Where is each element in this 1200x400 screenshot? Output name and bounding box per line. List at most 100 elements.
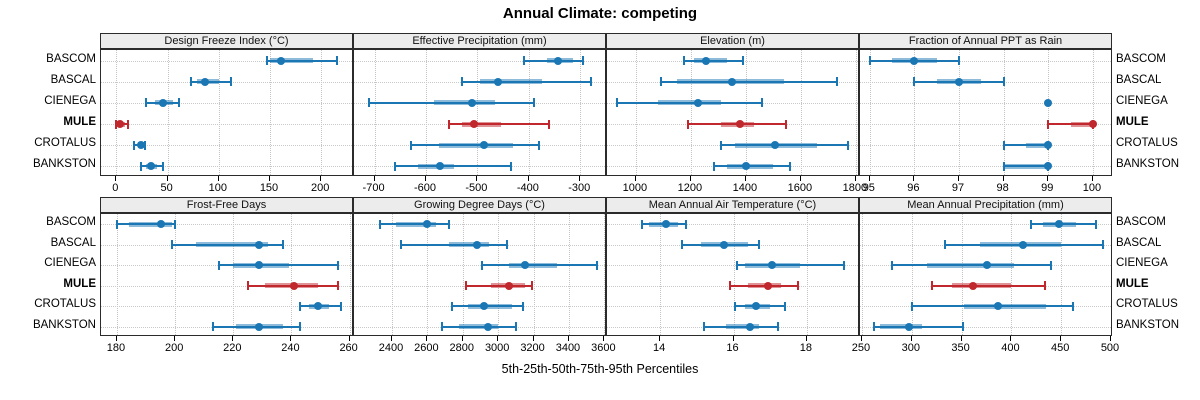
median-dot — [1044, 141, 1053, 150]
panel-title: Elevation (m) — [700, 35, 765, 47]
gridline-horizontal — [607, 265, 858, 267]
station-label-left-bankston: BANKSTON — [32, 318, 96, 331]
axis-tick-label: 2400 — [378, 342, 404, 354]
whisker-cap-low — [145, 98, 148, 108]
gridline-vertical — [580, 50, 582, 175]
axis-tick — [732, 336, 734, 341]
median-dot — [741, 162, 750, 171]
gridline-vertical — [861, 214, 863, 335]
gridline-vertical — [806, 214, 808, 335]
axis-tick-label: 0 — [112, 182, 119, 194]
panel-fraction-of-annual-ppt-as-rain — [859, 49, 1112, 176]
gridline-horizontal — [101, 285, 352, 287]
axis-tick — [689, 176, 691, 181]
axis-tick-label: 450 — [1051, 342, 1070, 354]
chart-title: Annual Climate: competing — [502, 5, 698, 22]
whisker-cap-low — [115, 219, 118, 229]
axis-tick-label: 200 — [164, 342, 184, 354]
axis-tick-label: 180 — [106, 342, 126, 354]
whisker-cap-high — [758, 240, 761, 250]
median-dot — [423, 220, 432, 229]
gridline-vertical — [528, 50, 530, 175]
axis-tick — [958, 176, 960, 181]
median-dot — [764, 281, 773, 290]
whisker-cap-low — [930, 281, 933, 291]
axis-tick — [1110, 336, 1111, 341]
gridline-vertical — [270, 50, 271, 175]
whisker-cap-high — [174, 219, 177, 229]
axis-tick — [603, 336, 605, 341]
axis-tick-label: 1400 — [732, 182, 758, 194]
gridline-vertical — [604, 214, 605, 335]
axis-tick-label: 96 — [907, 182, 920, 194]
station-label-left-bascal: BASCAL — [50, 73, 96, 86]
median-dot — [201, 77, 210, 86]
whisker-cap-high — [530, 281, 533, 291]
gridline-vertical — [167, 50, 169, 175]
median-dot — [493, 77, 502, 86]
panel-title: Effective Precipitation (mm) — [412, 35, 547, 47]
whisker-cap-high — [514, 322, 517, 332]
whisker-cap-high — [958, 56, 961, 66]
gridline-horizontal — [860, 326, 1111, 328]
axis-tick-label: 100 — [1082, 182, 1102, 194]
gridline-vertical — [374, 50, 376, 175]
axis-tick — [854, 176, 856, 181]
whisker-cap-low — [943, 240, 946, 250]
gridline-vertical — [392, 214, 394, 335]
axis-tick-label: 95 — [862, 182, 875, 194]
gridline-horizontal — [101, 60, 352, 62]
axis-tick-label: 350 — [951, 342, 970, 354]
station-label-left-bascom: BASCOM — [46, 52, 96, 65]
axis-tick — [174, 336, 176, 341]
gridline-horizontal — [354, 224, 605, 226]
axis-tick-label: 50 — [160, 182, 173, 194]
axis-tick — [1091, 176, 1093, 181]
median-dot — [1019, 240, 1028, 249]
whisker-cap-low — [910, 301, 913, 311]
station-label-left-bascal: BASCAL — [50, 236, 96, 249]
gridline-vertical — [855, 50, 857, 175]
station-label-right-crotalus: CROTALUS — [1116, 137, 1178, 150]
gridline-vertical — [233, 214, 235, 335]
iqr-bar — [508, 262, 557, 268]
whisker-cap-low — [1030, 219, 1033, 229]
gridline-horizontal — [860, 224, 1111, 226]
whisker-cap-low — [399, 240, 402, 250]
axis-tick-label: 97 — [951, 182, 965, 194]
axis-tick-label: 98 — [996, 182, 1009, 194]
whisker-cap-low — [246, 281, 249, 291]
whisker-cap-high — [842, 260, 845, 270]
gridline-vertical — [533, 214, 535, 335]
axis-tick — [860, 336, 862, 341]
whisker-cap-low — [868, 56, 871, 66]
axis-tick-label: 18 — [799, 342, 812, 354]
panel-frost-free-days — [100, 213, 353, 336]
axis-tick-label: 100 — [208, 182, 227, 194]
median-dot — [910, 56, 919, 65]
gridline-vertical — [349, 214, 351, 335]
whisker-cap-high — [548, 119, 551, 129]
gridline-horizontal — [101, 124, 352, 126]
axis-tick — [910, 336, 912, 341]
gridline-vertical — [660, 214, 662, 335]
panel-title: Design Freeze Index (°C) — [164, 35, 289, 47]
axis-tick — [217, 176, 219, 181]
whisker-cap-low — [440, 322, 443, 332]
iqr-bar — [195, 242, 269, 248]
axis-tick — [424, 176, 426, 181]
axis-tick — [634, 176, 636, 181]
whisker-cap-high — [1102, 240, 1105, 250]
gridline-horizontal — [860, 60, 1111, 62]
median-dot — [1044, 98, 1053, 107]
station-label-right-bankston: BANKSTON — [1116, 158, 1180, 171]
axis-tick-label: 240 — [281, 342, 300, 354]
whisker-cap-high — [335, 56, 338, 66]
median-dot — [693, 98, 702, 107]
median-dot — [554, 56, 563, 65]
whisker-cap-high — [521, 301, 524, 311]
gridline-vertical — [1003, 50, 1005, 175]
axis-tick — [461, 336, 463, 341]
axis-tick-label: 99 — [1041, 182, 1054, 194]
whisker-cap-low — [265, 56, 268, 66]
